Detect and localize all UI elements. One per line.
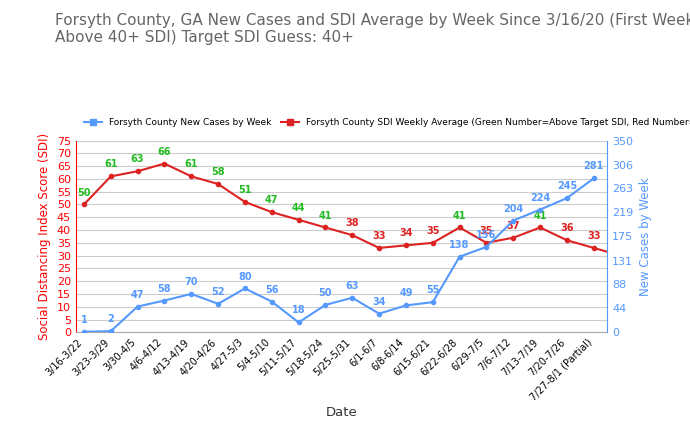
Text: 49: 49 [400,288,413,299]
Forsyth County SDI Weekly Average (Green Number=Above Target SDI, Red Number=Below Target SDI) [214,181,222,187]
Text: 63: 63 [346,281,359,291]
Forsyth County New Cases by Week [214,301,222,306]
Line: Forsyth County SDI Weekly Average (Green Number=Above Target SDI, Red Number=Below Target SDI): Forsyth County SDI Weekly Average (Green… [82,161,622,258]
Text: 138: 138 [449,240,470,250]
Forsyth County SDI Weekly Average (Green Number=Above Target SDI, Red Number=Below Target SDI) [509,235,518,240]
Text: 80: 80 [238,271,252,282]
Text: 58: 58 [211,167,225,177]
Forsyth County SDI Weekly Average (Green Number=Above Target SDI, Red Number=Below Target SDI) [348,233,357,238]
Text: 35: 35 [480,226,493,236]
Text: 56: 56 [265,285,279,295]
Forsyth County SDI Weekly Average (Green Number=Above Target SDI, Red Number=Below Target SDI) [563,238,571,243]
Forsyth County SDI Weekly Average (Green Number=Above Target SDI, Red Number=Below Target SDI) [428,240,437,245]
Text: 245: 245 [557,181,577,191]
Forsyth County New Cases by Week [133,304,141,309]
Forsyth County New Cases by Week [348,295,357,300]
Forsyth County SDI Weekly Average (Green Number=Above Target SDI, Red Number=Below Target SDI) [322,225,330,230]
Forsyth County New Cases by Week [455,254,464,259]
Text: 36: 36 [560,223,573,233]
Forsyth County New Cases by Week [160,298,168,303]
Forsyth County SDI Weekly Average (Green Number=Above Target SDI, Red Number=Below Target SDI) [268,210,276,215]
Forsyth County New Cases by Week [563,196,571,201]
Forsyth County SDI Weekly Average (Green Number=Above Target SDI, Red Number=Below Target SDI) [241,199,249,204]
Text: 58: 58 [157,284,171,294]
Line: Forsyth County New Cases by Week: Forsyth County New Cases by Week [82,176,596,334]
Text: 2: 2 [108,314,114,324]
Forsyth County SDI Weekly Average (Green Number=Above Target SDI, Red Number=Below Target SDI) [107,174,115,179]
Forsyth County SDI Weekly Average (Green Number=Above Target SDI, Red Number=Below Target SDI) [455,225,464,230]
Forsyth County SDI Weekly Average (Green Number=Above Target SDI, Red Number=Below Target SDI) [133,169,141,174]
Forsyth County New Cases by Week [536,207,544,212]
Text: 44: 44 [292,203,306,213]
Text: 30: 30 [0,425,1,426]
Text: 34: 34 [373,297,386,307]
Text: 33: 33 [587,231,600,241]
Text: 34: 34 [400,228,413,239]
Forsyth County New Cases by Week [187,291,195,296]
Forsyth County SDI Weekly Average (Green Number=Above Target SDI, Red Number=Below Target SDI) [295,217,303,222]
Forsyth County New Cases by Week [268,299,276,304]
Forsyth County New Cases by Week [241,286,249,291]
Forsyth County New Cases by Week [322,302,330,308]
Text: 224: 224 [530,193,550,203]
Forsyth County SDI Weekly Average (Green Number=Above Target SDI, Red Number=Below Target SDI) [482,240,491,245]
Forsyth County SDI Weekly Average (Green Number=Above Target SDI, Red Number=Below Target SDI) [590,245,598,250]
Text: 281: 281 [584,161,604,171]
Forsyth County SDI Weekly Average (Green Number=Above Target SDI, Red Number=Below Target SDI) [160,161,168,166]
Text: 35: 35 [426,226,440,236]
Text: 37: 37 [506,221,520,231]
Forsyth County SDI Weekly Average (Green Number=Above Target SDI, Red Number=Below Target SDI) [616,253,624,258]
Text: 61: 61 [104,159,117,170]
Legend: Forsyth County New Cases by Week, Forsyth County SDI Weekly Average (Green Numbe: Forsyth County New Cases by Week, Forsyt… [81,115,690,131]
Text: 52: 52 [211,287,225,297]
Forsyth County SDI Weekly Average (Green Number=Above Target SDI, Red Number=Below Target SDI) [536,225,544,230]
Text: 50: 50 [319,288,332,298]
Forsyth County New Cases by Week [295,320,303,325]
Text: 41: 41 [453,210,466,221]
Text: 1: 1 [81,315,88,325]
Forsyth County SDI Weekly Average (Green Number=Above Target SDI, Red Number=Below Target SDI) [187,174,195,179]
Text: 41: 41 [319,210,332,221]
Forsyth County New Cases by Week [107,328,115,334]
Text: 50: 50 [77,187,90,198]
Text: 204: 204 [503,204,524,213]
Text: 66: 66 [158,147,171,157]
Forsyth County New Cases by Week [509,218,518,223]
Forsyth County New Cases by Week [590,176,598,181]
Y-axis label: New Cases by Week: New Cases by Week [639,177,652,296]
Text: 61: 61 [184,159,198,170]
Forsyth County SDI Weekly Average (Green Number=Above Target SDI, Red Number=Below Target SDI) [402,243,410,248]
Text: Forsyth County, GA New Cases and SDI Average by Week Since 3/16/20 (First Weekda: Forsyth County, GA New Cases and SDI Ave… [55,13,690,45]
Text: 70: 70 [184,277,198,287]
X-axis label: Date: Date [326,406,357,418]
Forsyth County New Cases by Week [402,303,410,308]
Forsyth County New Cases by Week [482,244,491,249]
Text: 63: 63 [131,154,144,164]
Text: 38: 38 [346,218,359,228]
Forsyth County New Cases by Week [428,299,437,305]
Y-axis label: Social Distancing Index Score (SDI): Social Distancing Index Score (SDI) [39,133,51,340]
Text: 33: 33 [373,231,386,241]
Text: 47: 47 [131,290,144,299]
Text: 18: 18 [292,305,306,316]
Forsyth County New Cases by Week [80,329,88,334]
Text: 41: 41 [533,210,547,221]
Text: 47: 47 [265,195,279,205]
Forsyth County New Cases by Week [375,311,383,316]
Forsyth County SDI Weekly Average (Green Number=Above Target SDI, Red Number=Below Target SDI) [375,245,383,250]
Text: 156: 156 [476,230,497,240]
Forsyth County SDI Weekly Average (Green Number=Above Target SDI, Red Number=Below Target SDI) [80,202,88,207]
Text: 51: 51 [238,185,252,195]
Text: 55: 55 [426,285,440,295]
